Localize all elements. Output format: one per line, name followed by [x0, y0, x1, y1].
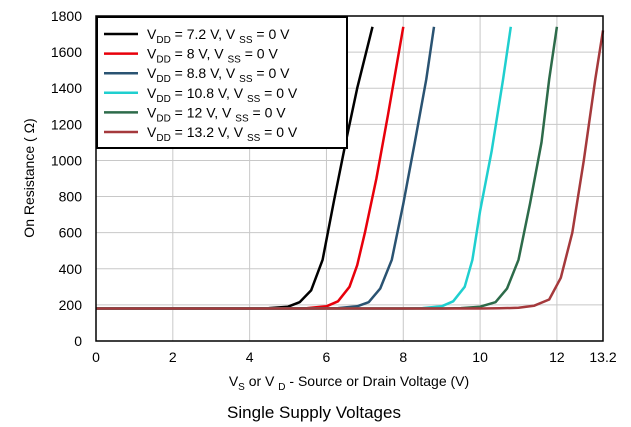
y-tick-label: 800: [59, 189, 83, 205]
y-tick-label: 1600: [51, 44, 82, 60]
y-tick-label: 1400: [51, 80, 82, 96]
chart-caption: Single Supply Voltages: [227, 403, 401, 422]
x-axis-label-v1: V: [229, 373, 239, 389]
legend-entry-2: VDD = 8 V, V SS = 0 V: [147, 46, 278, 66]
series-lines: [96, 26, 605, 310]
y-tick-label: 200: [59, 297, 83, 313]
y-tick-label: 1000: [51, 152, 82, 168]
x-tick-label: 10: [472, 349, 488, 365]
x-axis-label-sub2: D: [278, 382, 285, 393]
y-axis-label: On Resistance ( Ω): [21, 118, 37, 237]
plot-frame: [95, 15, 604, 342]
x-axis-label: VS or V D - Source or Drain Voltage (V): [229, 373, 469, 393]
legend-entry-5: VDD = 12 V, V SS = 0 V: [147, 104, 286, 124]
legend-entry-3: VDD = 8.8 V, V SS = 0 V: [147, 65, 290, 85]
legend-entry-6: VDD = 13.2 V, V SS = 0 V: [147, 124, 298, 144]
x-tick-label: 6: [323, 349, 331, 365]
y-tick-labels: 0 200 400 600 800 1000 1200 1400 1600 1800: [51, 8, 82, 349]
x-tick-label: 13.2: [589, 349, 616, 365]
y-tick-label: 400: [59, 261, 83, 277]
x-tick-label: 2: [169, 349, 177, 365]
x-axis-label-sub1: S: [238, 382, 245, 393]
x-axis-label-mid: or V: [245, 373, 278, 389]
x-tick-label: 4: [246, 349, 254, 365]
series-line-6: [96, 30, 605, 310]
legend-entry-1: VDD = 7.2 V, V SS = 0 V: [147, 26, 290, 46]
legend-box: [96, 16, 348, 149]
x-tick-label: 12: [549, 349, 565, 365]
legend-entry-4: VDD = 10.8 V, V SS = 0 V: [147, 85, 298, 105]
y-tick-label: 1200: [51, 116, 82, 132]
x-tick-label: 8: [399, 349, 407, 365]
y-tick-label: 0: [74, 333, 82, 349]
y-tick-label: 600: [59, 225, 83, 241]
x-tick-label: 0: [92, 349, 100, 365]
y-tick-label: 1800: [51, 8, 82, 24]
x-tick-labels: 0 2 4 6 8 10 12 13.2: [92, 349, 617, 365]
x-axis-label-rest: - Source or Drain Voltage (V): [286, 373, 470, 389]
